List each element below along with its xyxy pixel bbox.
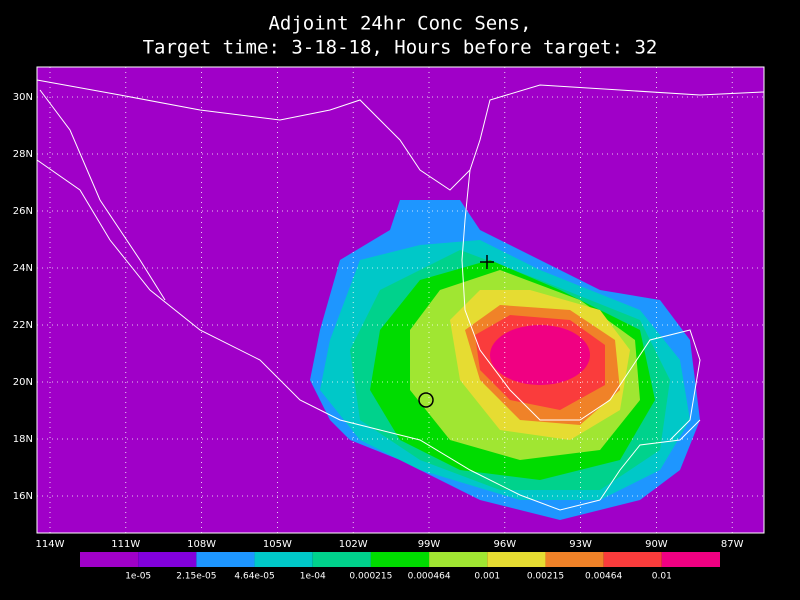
lon-label: 105W [263,539,292,550]
colorbar-label: 2.15e-05 [176,572,216,582]
lon-label: 90W [645,539,668,550]
colorbar-box [661,552,720,567]
coastline [599,419,701,501]
lon-label: 111W [111,539,140,550]
target-marker [480,255,494,269]
colorbar-box [429,552,488,567]
colorbar-label: 0.000215 [349,572,392,582]
lat-label: 26N [13,206,33,217]
colorbar-label: 0.00215 [527,572,564,582]
colorbar-label: 1e-04 [300,572,326,582]
colorbar-box [370,552,430,567]
coastline [461,169,701,441]
lon-label: 108W [187,539,216,550]
source-marker [418,392,434,408]
lon-label: 93W [569,539,592,550]
grid [37,67,764,533]
coastline [36,79,765,191]
colorbar-label: 0.01 [652,572,672,582]
coastline [39,89,166,301]
contour [490,325,590,385]
colorbar-box [80,552,139,567]
colorbar-label: 0.001 [474,572,500,582]
title-line: Target time: 3-18-18, Hours before targe… [143,37,658,59]
colorbar: 1e-05 2.15e-05 4.64e-05 1e-04 0.000215 0.0004… [80,552,720,582]
lat-label: 18N [13,434,33,445]
colorbar-box [138,552,197,567]
lon-label: 99W [418,539,441,550]
lon-label: 114W [36,539,65,550]
map-frame [36,66,765,534]
lat-label: 20N [13,377,33,388]
lat-label: 22N [13,320,33,331]
colorbar-label: 0.00464 [585,572,622,582]
lon-label: 87W [721,539,744,550]
lat-label: 30N [13,92,33,103]
title-line: Adjoint 24hr Conc Sens, [268,13,531,35]
colorbar-label: 4.64e-05 [234,572,274,582]
lon-label: 96W [493,539,516,550]
colorbar-box [487,552,546,567]
coastline [36,159,601,511]
lat-label: 16N [13,491,33,502]
colorbar-label: 1e-05 [125,572,151,582]
colorbar-box [254,552,313,567]
colorbar-box [545,552,604,567]
colorbar-label: 0.000464 [408,572,451,582]
lat-label: 28N [13,149,33,160]
lon-label: 102W [339,539,368,550]
colorbar-box [312,552,371,567]
colorbar-box [196,552,255,567]
map [36,66,765,534]
colorbar-box [603,552,662,567]
lat-label: 24N [13,263,33,274]
